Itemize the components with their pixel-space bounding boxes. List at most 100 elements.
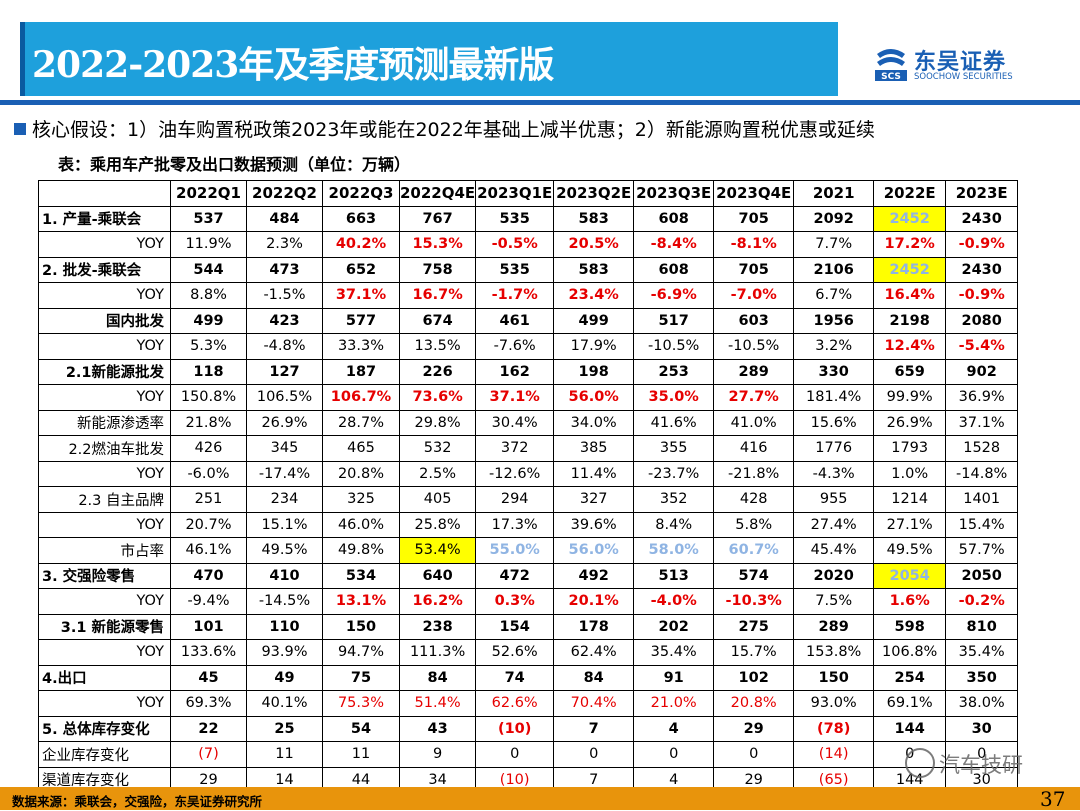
table-cell: 372 xyxy=(475,435,555,462)
table-cell: 583 xyxy=(553,256,635,283)
table-cell: 663 xyxy=(322,205,400,232)
logo-mark-icon: SCS xyxy=(875,49,907,82)
table-cell: 38.0% xyxy=(945,690,1019,717)
table-cell: 3.2% xyxy=(793,333,875,360)
column-header: 2022Q2 xyxy=(246,180,323,207)
table-cell: 355 xyxy=(633,435,715,462)
table-cell: -1.5% xyxy=(246,282,323,309)
table-cell: 758 xyxy=(398,256,477,283)
row-label: YOY xyxy=(38,588,171,615)
row-label: YOY xyxy=(38,460,171,487)
table-cell: 11.4% xyxy=(553,460,635,487)
table-cell: 251 xyxy=(170,486,247,513)
table-cell: 75 xyxy=(322,664,400,691)
row-label: 1. 产量-乘联会 xyxy=(38,205,171,232)
table-cell: -0.5% xyxy=(475,231,555,258)
table-cell: 150 xyxy=(793,664,875,691)
table-cell: 41.0% xyxy=(713,409,795,436)
table-cell: 9 xyxy=(398,741,477,768)
table-cell: 2.3% xyxy=(246,231,323,258)
table-row: YOY -9.4% -14.5% 13.1% 16.2% 0.3% 20.1% -4.0% -1… xyxy=(38,588,1019,615)
row-label: 4.出口 xyxy=(38,664,171,691)
table-cell: 133.6% xyxy=(170,639,247,666)
row-label: 3.1 新能源零售 xyxy=(38,613,171,640)
table-cell: 28.7% xyxy=(322,409,400,436)
table-cell: 21.8% xyxy=(170,409,247,436)
table-cell: 2020 xyxy=(793,562,875,589)
table-cell: 93.9% xyxy=(246,639,323,666)
table-row: 1. 产量-乘联会 537 484 663 767 535 583 608 705 2092 245… xyxy=(38,205,1019,232)
table-cell: 345 xyxy=(246,435,323,462)
table-cell: 13.5% xyxy=(398,333,477,360)
table-cell: 58.0% xyxy=(633,537,715,564)
table-cell: 110 xyxy=(246,613,323,640)
table-cell: 423 xyxy=(246,307,323,334)
table-cell: -5.4% xyxy=(945,333,1019,360)
row-label: 企业库存变化 xyxy=(38,741,171,768)
table-cell: 598 xyxy=(873,613,947,640)
title-accent xyxy=(20,22,25,96)
table-cell: -8.4% xyxy=(633,231,715,258)
table-cell: 16.7% xyxy=(398,282,477,309)
table-caption: 表：乘用车产批零及出口数据预测（单位：万辆） xyxy=(58,155,411,174)
table-cell: 181.4% xyxy=(793,384,875,411)
table-cell: 55.0% xyxy=(475,537,555,564)
row-label: YOY xyxy=(38,384,171,411)
table-cell: 1793 xyxy=(873,435,947,462)
column-header: 2022Q4E xyxy=(398,180,477,207)
table-cell: 603 xyxy=(713,307,795,334)
row-label: 国内批发 xyxy=(38,307,171,334)
table-cell: 40.2% xyxy=(322,231,400,258)
table-cell: 254 xyxy=(873,664,947,691)
table-cell: 652 xyxy=(322,256,400,283)
table-cell: 60.7% xyxy=(713,537,795,564)
title-bar: 2022-2023年及季度预测最新版 xyxy=(20,22,838,96)
table-cell: 544 xyxy=(170,256,247,283)
row-label: 新能源渗透率 xyxy=(38,409,171,436)
table-cell: 234 xyxy=(246,486,323,513)
table-cell: -4.3% xyxy=(793,460,875,487)
table-cell: 492 xyxy=(553,562,635,589)
row-label: YOY xyxy=(38,639,171,666)
table-row: YOY -6.0% -17.4% 20.8% 2.5% -12.6% 11.4% -23.7%… xyxy=(38,460,1019,487)
table-cell: 40.1% xyxy=(246,690,323,717)
table-cell: 15.4% xyxy=(945,511,1019,538)
table-cell: 955 xyxy=(793,486,875,513)
table-row: 2.3 自主品牌 251 234 325 405 294 327 352 428 955 1214 1… xyxy=(38,486,1019,513)
table-row: 4.出口 45 49 75 84 74 84 91 102 150 254 350 xyxy=(38,664,1019,691)
assumption-text: 核心假设：1）油车购置税政策2023年或能在2022年基础上减半优惠；2）新能源… xyxy=(32,119,875,141)
table-cell: 20.8% xyxy=(322,460,400,487)
table-cell: 150 xyxy=(322,613,400,640)
table-cell: 144 xyxy=(873,715,947,742)
table-cell: (10) xyxy=(475,715,555,742)
page-title: 2022-2023年及季度预测最新版 xyxy=(32,44,554,86)
table-row: 市占率 46.1% 49.5% 49.8% 53.4% 55.0% 56.0% 58.0% 60… xyxy=(38,537,1019,564)
table-cell: 12.4% xyxy=(873,333,947,360)
table-row: YOY 150.8% 106.5% 106.7% 73.6% 37.1% 56.0% 35.0… xyxy=(38,384,1019,411)
table-row: 新能源渗透率 21.8% 26.9% 28.7% 29.8% 30.4% 34.0% 41.6… xyxy=(38,409,1019,436)
table-body: 1. 产量-乘联会 537 484 663 767 535 583 608 705 2092 245… xyxy=(38,205,1019,793)
table-cell: 0.3% xyxy=(475,588,555,615)
table-cell: 2452 xyxy=(873,205,947,232)
table-cell: 5.8% xyxy=(713,511,795,538)
table-cell: 56.0% xyxy=(553,537,635,564)
table-cell: 49.5% xyxy=(246,537,323,564)
table-cell: 27.4% xyxy=(793,511,875,538)
table-cell: 106.7% xyxy=(322,384,400,411)
table-cell: 127 xyxy=(246,358,323,385)
table-cell: 37.1% xyxy=(475,384,555,411)
table-cell: 461 xyxy=(475,307,555,334)
table-cell: 2430 xyxy=(945,256,1019,283)
table-cell: 484 xyxy=(246,205,323,232)
table-cell: 62.4% xyxy=(553,639,635,666)
table-row: 3. 交强险零售 470 410 534 640 472 492 513 574 2020 2054… xyxy=(38,562,1019,589)
table-cell: -8.1% xyxy=(713,231,795,258)
table-cell: 106.8% xyxy=(873,639,947,666)
table-cell: 13.1% xyxy=(322,588,400,615)
table-cell: -12.6% xyxy=(475,460,555,487)
table-cell: 37.1% xyxy=(322,282,400,309)
table-cell: 30 xyxy=(945,715,1019,742)
table-cell: 51.4% xyxy=(398,690,477,717)
table-cell: 1401 xyxy=(945,486,1019,513)
table-cell: 330 xyxy=(793,358,875,385)
